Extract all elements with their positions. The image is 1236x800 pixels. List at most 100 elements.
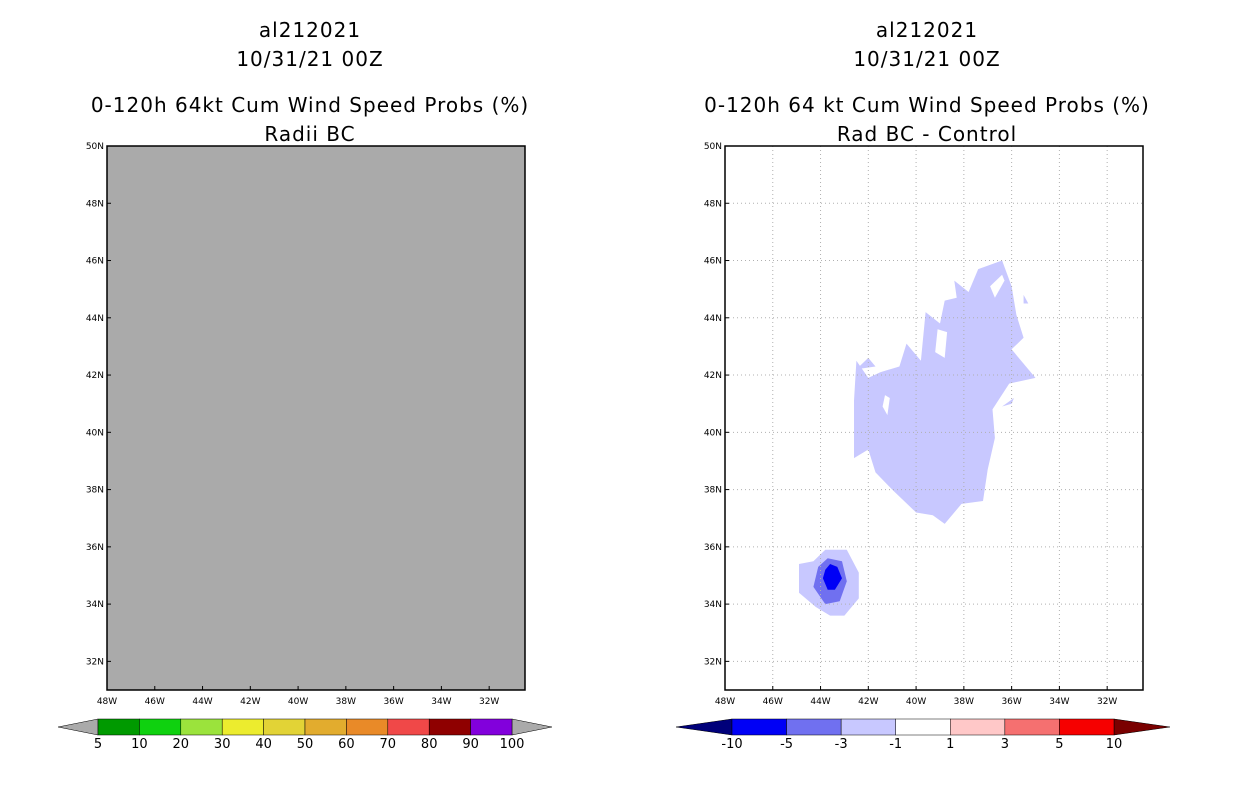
right-colorbar-swatch (731, 718, 787, 736)
left-x-tick-label: 32W (479, 697, 499, 707)
right-title-block: al212021 10/31/21 00Z 0-120h 64 kt Cum W… (657, 16, 1197, 149)
right-colorbar-label: -5 (780, 737, 793, 752)
left-colorbar-label: 40 (255, 737, 272, 752)
right-x-tick-label: 44W (810, 697, 830, 707)
left-y-tick-label: 50N (86, 142, 104, 152)
left-x-tick-label: 34W (431, 697, 451, 707)
left-colorbar-low-arrow (57, 718, 99, 736)
right-chart-subtitle: Rad BC - Control (836, 122, 1018, 146)
left-x-tick-label: 38W (336, 697, 356, 707)
right-x-tick-label: 42W (858, 697, 878, 707)
left-y-tick-label: 44N (86, 314, 104, 324)
right-contour-region (1002, 398, 1014, 407)
left-y-tick-label: 46N (86, 257, 104, 267)
right-y-tick-label: 34N (704, 600, 722, 610)
left-x-tick-label: 42W (240, 697, 260, 707)
left-colorbar-swatch (139, 718, 182, 736)
right-x-tick-label: 32W (1097, 697, 1117, 707)
left-y-tick-label: 38N (86, 486, 104, 496)
left-y-tick-label: 34N (86, 600, 104, 610)
right-colorbar-label: -3 (835, 737, 848, 752)
right-date: 10/31/21 00Z (853, 47, 1001, 71)
left-y-tick-label: 40N (86, 428, 104, 438)
right-x-tick-label: 36W (1001, 697, 1021, 707)
left-colorbar-swatch (263, 718, 306, 736)
right-colorbar-swatch (1004, 718, 1060, 736)
left-colorbar-swatch (304, 718, 347, 736)
right-colorbar-swatch (950, 718, 1006, 736)
left-colorbar-high-arrow (511, 718, 553, 736)
left-x-tick-label: 40W (288, 697, 308, 707)
right-y-tick-label: 36N (704, 543, 722, 553)
right-y-tick-label: 48N (704, 199, 722, 209)
right-y-tick-label: 50N (704, 142, 722, 152)
left-colorbar-label: 70 (380, 737, 397, 752)
right-x-tick-label: 46W (763, 697, 783, 707)
right-y-tick-label: 40N (704, 428, 722, 438)
left-colorbar-label: 60 (338, 737, 355, 752)
left-colorbar-swatch (180, 718, 223, 736)
right-contour-region (854, 260, 1036, 524)
right-colorbar-swatch (840, 718, 896, 736)
right-x-tick-label: 40W (906, 697, 926, 707)
right-contour-region (1023, 294, 1029, 304)
left-storm-id: al212021 (258, 18, 362, 42)
right-y-tick-label: 32N (704, 657, 722, 667)
right-colorbar-label: -10 (721, 737, 742, 752)
left-colorbar-label: 100 (500, 737, 525, 752)
right-colorbar-label: -1 (889, 737, 902, 752)
right-chart-title: 0-120h 64 kt Cum Wind Speed Probs (%) (704, 93, 1150, 117)
right-storm-id: al212021 (875, 18, 979, 42)
right-contour-region (856, 357, 876, 370)
right-contour-region (935, 329, 948, 358)
left-colorbar-swatch (346, 718, 389, 736)
right-colorbar-swatch (895, 718, 951, 736)
right-colorbar: -10 -5 -3 -1 1 3 5 10 (675, 718, 1171, 752)
left-colorbar-label: 80 (421, 737, 438, 752)
right-x-tick-label: 34W (1049, 697, 1069, 707)
right-colorbar-low-arrow (675, 718, 733, 736)
left-y-tick-label: 48N (86, 199, 104, 209)
right-x-tick-label: 38W (954, 697, 974, 707)
left-colorbar-label: 50 (297, 737, 314, 752)
right-y-tick-label: 46N (704, 257, 722, 267)
left-y-tick-label: 36N (86, 543, 104, 553)
right-plot-frame (724, 145, 1144, 691)
left-y-tick-label: 42N (86, 371, 104, 381)
right-colorbar-high-arrow (1113, 718, 1171, 736)
right-y-tick-label: 42N (704, 371, 722, 381)
left-colorbar-swatch (387, 718, 430, 736)
left-x-tick-label: 36W (383, 697, 403, 707)
left-title-block: al212021 10/31/21 00Z 0-120h 64kt Cum Wi… (40, 16, 580, 149)
left-x-tick-label: 48W (97, 697, 117, 707)
left-colorbar-label: 90 (462, 737, 479, 752)
right-y-tick-label: 38N (704, 486, 722, 496)
left-field-fill (107, 146, 525, 690)
right-x-tick-label: 48W (715, 697, 735, 707)
left-chart-subtitle: Radii BC (264, 122, 356, 146)
right-colorbar-label: 10 (1106, 737, 1123, 752)
left-colorbar: 5 10 20 30 40 50 60 70 80 90 100 (57, 718, 553, 752)
right-colorbar-label: 3 (1001, 737, 1009, 752)
left-colorbar-label: 5 (94, 737, 102, 752)
left-y-tick-label: 32N (86, 657, 104, 667)
left-colorbar-swatch (428, 718, 471, 736)
right-colorbar-label: 1 (946, 737, 954, 752)
left-plot-group: 48W 46W 44W 42W 40W 38W 36W 34W 32W 32N 34N 36N 38N 4… (86, 142, 526, 707)
left-colorbar-label: 30 (214, 737, 231, 752)
right-colorbar-swatch (786, 718, 842, 736)
left-colorbar-swatch (470, 718, 513, 736)
left-colorbar-label: 20 (173, 737, 190, 752)
left-plot-frame (106, 145, 526, 691)
right-plot-group: 48W 46W 44W 42W 40W 38W 36W 34W 32W 32N 34N 36N 38N 4… (704, 142, 1144, 707)
left-x-tick-label: 46W (145, 697, 165, 707)
left-date: 10/31/21 00Z (236, 47, 384, 71)
left-colorbar-swatch (97, 718, 140, 736)
left-colorbar-label: 10 (131, 737, 148, 752)
right-colorbar-swatch (1059, 718, 1115, 736)
right-contour-region (882, 395, 890, 416)
right-contour-region (822, 564, 842, 590)
right-contour-region (990, 274, 1005, 298)
left-colorbar-swatch (221, 718, 264, 736)
